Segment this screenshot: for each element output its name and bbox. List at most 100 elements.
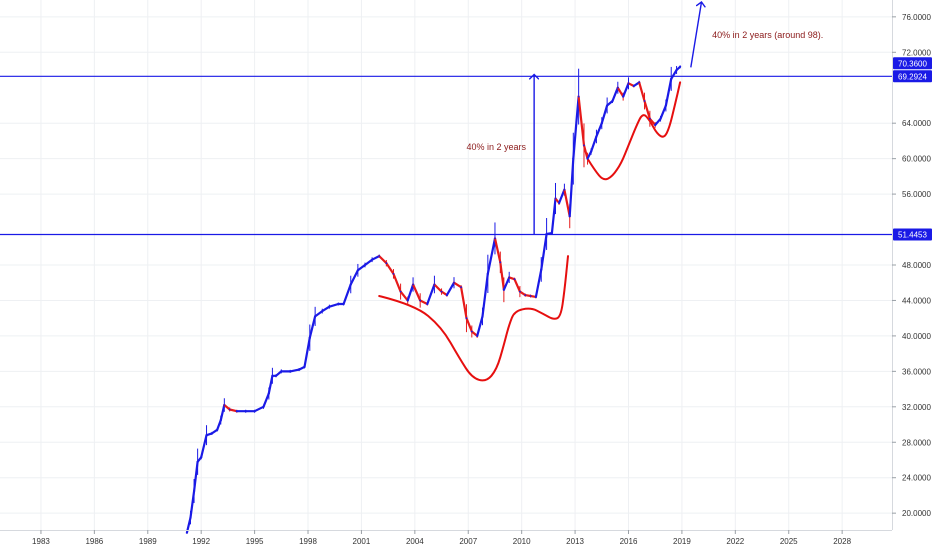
price-point — [540, 268, 543, 271]
price-point — [558, 202, 560, 204]
price-segment — [363, 258, 374, 267]
price-segment — [412, 283, 422, 302]
price-segment — [356, 263, 367, 272]
price-segment — [493, 237, 502, 264]
y-tick-label: 72.0000 — [902, 48, 931, 57]
y-tick-label: 36.0000 — [902, 367, 931, 376]
price-point — [349, 283, 352, 286]
price-point — [595, 135, 598, 138]
price-segment — [513, 278, 522, 293]
price-point — [519, 290, 521, 293]
price-point — [508, 276, 511, 279]
price-point — [643, 100, 646, 102]
price-segment — [303, 336, 311, 368]
resistance-upper-last-price-badge — [893, 57, 932, 70]
price-point — [228, 408, 231, 411]
price-point — [223, 404, 226, 406]
price-point — [321, 310, 324, 312]
price-point — [446, 294, 448, 296]
price-segment — [659, 104, 668, 120]
price-segment — [189, 489, 196, 519]
y-tick-label: 48.0000 — [902, 261, 931, 270]
price-point — [670, 78, 673, 80]
y-tick-label: 28.0000 — [902, 438, 931, 447]
price-point — [314, 315, 316, 318]
price-segment — [308, 315, 317, 339]
x-tick-label: 2013 — [566, 537, 584, 546]
price-segment — [399, 290, 409, 302]
price-segment — [582, 144, 589, 160]
price-segment — [426, 283, 436, 306]
price-point — [659, 117, 662, 120]
annotation-label: 40% in 2 years (around 98). — [712, 30, 823, 40]
price-point — [654, 124, 657, 126]
price-point — [606, 104, 608, 107]
price-segment — [228, 408, 238, 413]
price-point — [262, 405, 265, 408]
price-segment — [371, 255, 381, 261]
price-segment — [223, 403, 231, 411]
price-point — [460, 286, 462, 289]
price-segment — [274, 370, 283, 377]
x-tick-label: 2004 — [406, 537, 424, 546]
price-point — [551, 232, 553, 235]
annotation-label: 40% in 2 years — [466, 142, 526, 152]
price-segment — [289, 368, 301, 373]
y-tick-label: 64.0000 — [902, 119, 931, 128]
price-point — [406, 299, 409, 302]
price-segment — [616, 86, 625, 98]
resistance-upper-badge-label: 69.2924 — [898, 72, 927, 81]
price-point — [535, 296, 537, 298]
price-point — [616, 86, 619, 89]
price-segment — [452, 281, 463, 289]
price-point — [298, 368, 300, 371]
price-point — [476, 335, 479, 337]
price-point — [600, 122, 603, 125]
price-segment — [643, 99, 652, 120]
price-point — [622, 95, 625, 98]
price-segment — [406, 283, 415, 302]
y-tick-label: 24.0000 — [902, 474, 931, 483]
price-point — [577, 95, 580, 98]
horizontal-levels[interactable] — [0, 75, 892, 236]
x-tick-label: 1992 — [192, 537, 210, 546]
price-segment — [486, 237, 497, 275]
price-point — [200, 456, 203, 459]
price-segment — [638, 81, 646, 103]
price-segment — [476, 315, 484, 337]
price-segment — [321, 305, 331, 313]
price-point — [675, 69, 678, 71]
resistance-upper-badge — [893, 70, 932, 83]
x-tick-label: 1983 — [32, 537, 50, 546]
price-point — [568, 215, 571, 218]
price-point — [244, 410, 247, 413]
price-point — [289, 370, 292, 373]
price-point — [419, 299, 422, 302]
price-segment — [611, 86, 619, 103]
price-point — [470, 330, 473, 333]
price-segment — [622, 82, 630, 98]
price-segment — [534, 268, 543, 298]
price-point — [524, 294, 527, 296]
price-segment — [342, 283, 352, 306]
y-tick-label: 60.0000 — [902, 155, 931, 164]
price-point — [465, 317, 468, 320]
price-point — [267, 392, 270, 395]
price-segment — [568, 157, 575, 218]
price-point — [275, 374, 277, 377]
price-segment — [385, 262, 395, 275]
price-point — [554, 197, 557, 200]
price-point — [481, 315, 484, 318]
price-segment — [253, 405, 265, 413]
x-tick-label: 2001 — [353, 537, 371, 546]
price-point — [426, 303, 429, 305]
price-point — [193, 490, 196, 492]
price-segment — [267, 374, 274, 395]
x-tick-label: 1986 — [85, 537, 103, 546]
price-point — [627, 82, 630, 85]
price-point — [665, 104, 667, 107]
price-point — [328, 305, 331, 308]
